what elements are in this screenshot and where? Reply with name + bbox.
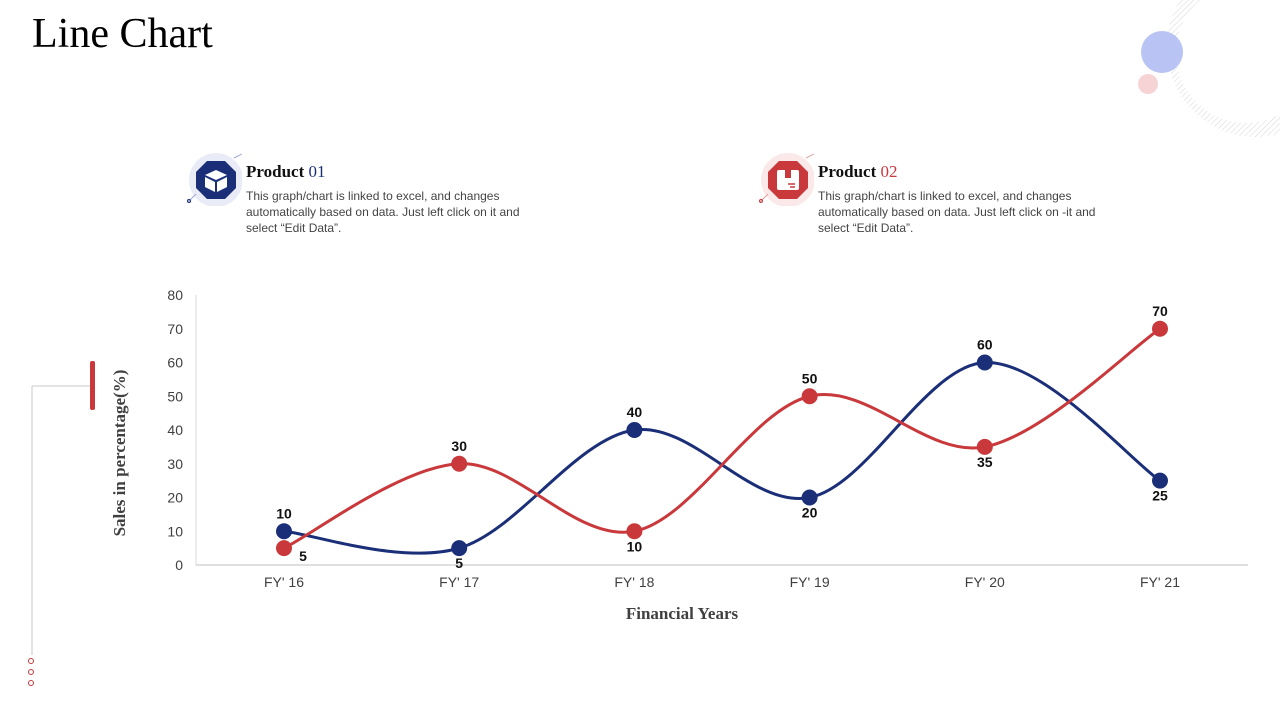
x-tick-label: FY' 21 [1140, 574, 1180, 590]
data-labels: 10 5 40 20 60 25 5 30 10 50 35 70 [276, 303, 1168, 571]
red-accent-bar [90, 361, 95, 410]
y-tick-label: 60 [167, 355, 183, 371]
data-point [626, 422, 643, 438]
legend-product-01: Product 01 This graph/chart is linked to… [180, 146, 540, 242]
package-box-icon [187, 153, 242, 206]
data-label: 20 [802, 505, 818, 521]
data-label: 40 [627, 404, 643, 420]
data-label: 10 [627, 538, 643, 554]
dot-decoration [28, 680, 34, 686]
y-tick-label: 20 [167, 490, 183, 506]
dot-decoration [28, 669, 34, 675]
data-point [1152, 472, 1168, 489]
data-point [801, 489, 818, 506]
legend-description: This graph/chart is linked to excel, and… [246, 189, 520, 235]
x-tick-label: FY' 16 [264, 574, 304, 590]
data-label: 5 [455, 555, 463, 571]
y-tick-labels: 0 10 20 30 40 50 60 70 80 [167, 287, 183, 573]
data-point [1152, 320, 1168, 337]
data-point [976, 354, 993, 371]
x-tick-label: FY' 17 [439, 574, 479, 590]
legend-product-02: Product 02 This graph/chart is linked to… [752, 146, 1112, 242]
y-axis-label: Sales in percentage(%) [110, 370, 129, 537]
series-line-1 [283, 360, 1161, 555]
data-point [976, 438, 993, 455]
x-tick-label: FY' 20 [965, 574, 1005, 590]
y-tick-label: 80 [167, 287, 183, 303]
blue-circle-decoration [1141, 31, 1183, 73]
data-point [801, 388, 818, 405]
data-label: 70 [1152, 303, 1168, 319]
dot-decoration [28, 658, 34, 664]
data-point [626, 523, 643, 540]
hatched-ring-decoration [1166, 0, 1280, 138]
x-tick-label: FY' 19 [790, 574, 830, 590]
pink-circle-decoration [1138, 74, 1158, 94]
legend-description: This graph/chart is linked to excel, and… [818, 189, 1096, 235]
x-axis-label: Financial Years [626, 604, 739, 623]
legend-title: Product 01 [246, 162, 326, 181]
y-tick-label: 10 [167, 523, 183, 539]
data-point [276, 523, 292, 540]
x-tick-label: FY' 18 [614, 574, 654, 590]
legend-title: Product 02 [818, 162, 898, 181]
y-tick-label: 70 [167, 321, 183, 337]
series-line-2 [283, 327, 1161, 550]
data-point [451, 455, 468, 472]
x-tick-labels: FY' 16 FY' 17 FY' 18 FY' 19 FY' 20 FY' 21 [264, 574, 1180, 590]
data-label: 60 [977, 337, 993, 353]
data-label: 30 [451, 438, 467, 454]
series-lines [283, 327, 1161, 555]
series-layer: 10 5 40 20 60 25 5 30 10 50 35 70 [276, 303, 1168, 571]
data-label: 35 [977, 454, 993, 470]
y-tick-label: 0 [175, 557, 183, 573]
data-point [451, 540, 468, 557]
page-title: Line Chart [32, 11, 213, 57]
data-label: 5 [299, 548, 307, 564]
y-tick-label: 50 [167, 388, 183, 404]
data-point [276, 540, 292, 557]
data-label: 50 [802, 370, 818, 386]
package-box-icon [759, 153, 814, 206]
y-tick-label: 30 [167, 456, 183, 472]
y-tick-label: 40 [167, 422, 183, 438]
series-markers [276, 320, 1168, 557]
data-label: 25 [1152, 488, 1168, 504]
data-label: 10 [276, 505, 292, 521]
